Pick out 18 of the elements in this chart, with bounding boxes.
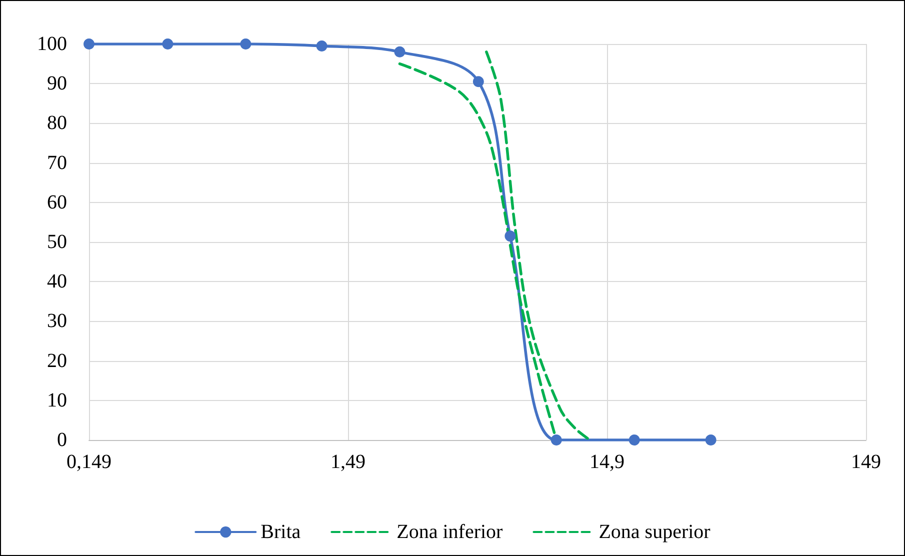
y-tick-label: 40: [47, 270, 67, 293]
x-tick-label: 14,9: [590, 451, 624, 473]
y-tick-label: 20: [47, 350, 67, 372]
legend-label: Zona superior: [598, 521, 711, 543]
y-tick-label: 70: [47, 152, 67, 174]
y-tick-label: 0: [57, 429, 67, 451]
legend-label: Brita: [260, 521, 301, 543]
y-tick-label: 100: [37, 33, 67, 55]
x-tick-label: 149: [851, 451, 881, 473]
x-tick-label: 1,49: [330, 451, 366, 473]
x-tick-label: 0,149: [66, 451, 112, 473]
y-tick-label: 30: [47, 310, 67, 332]
y-tick-label: 50: [47, 231, 67, 253]
y-tick-label: 10: [47, 389, 67, 412]
legend-label: Zona inferior: [396, 521, 504, 543]
y-tick-label: 60: [47, 191, 67, 214]
y-tick-label: 80: [47, 112, 67, 134]
y-tick-label: 90: [47, 72, 67, 95]
